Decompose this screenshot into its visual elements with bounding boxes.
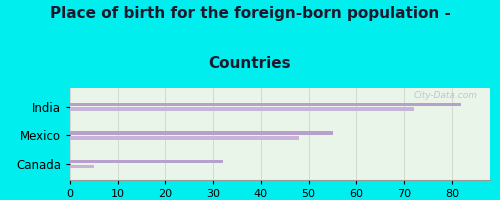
Bar bbox=[70, 165, 94, 168]
Bar bbox=[70, 131, 332, 135]
Bar bbox=[70, 107, 414, 111]
Text: Countries: Countries bbox=[208, 56, 292, 71]
Text: Place of birth for the foreign-born population -: Place of birth for the foreign-born popu… bbox=[50, 6, 450, 21]
Bar bbox=[70, 103, 462, 106]
Bar bbox=[70, 160, 222, 163]
Text: City-Data.com: City-Data.com bbox=[414, 91, 478, 100]
Bar bbox=[70, 136, 299, 140]
